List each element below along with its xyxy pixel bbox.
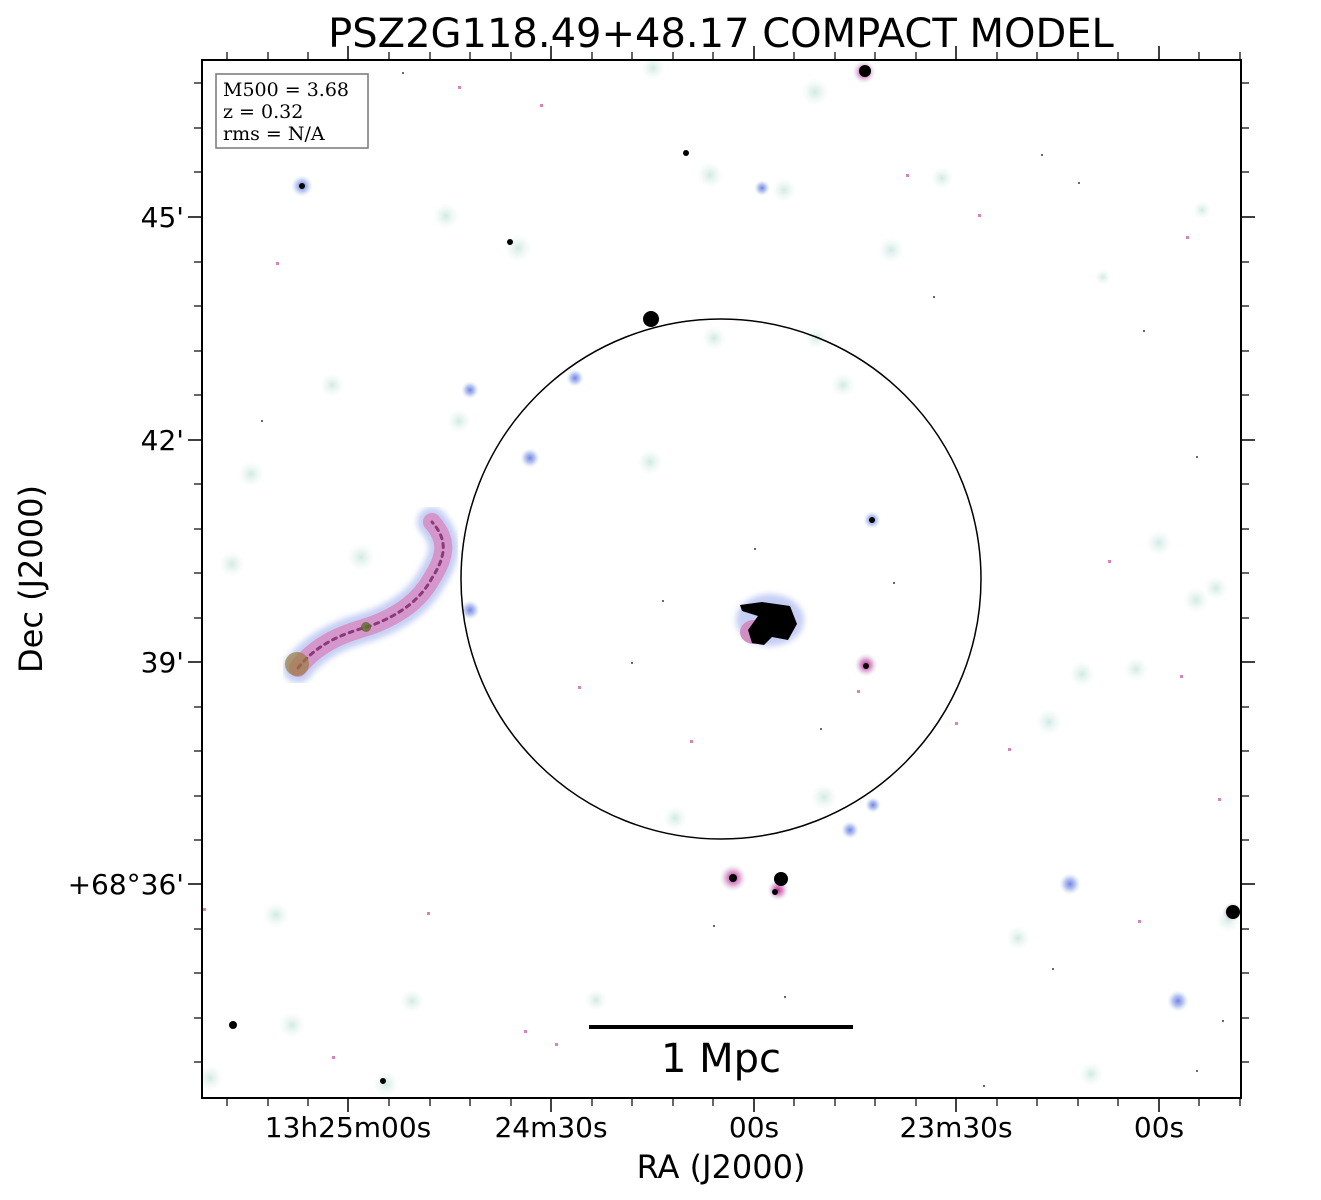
y-axis-label: Dec (J2000) [12, 485, 50, 673]
x-tick-label: 24m30s [494, 1111, 607, 1144]
x-axis-label: RA (J2000) [637, 1148, 806, 1186]
scale-bar-label: 1 Mpc [661, 1036, 781, 1082]
x-tick-label: 00s [1134, 1111, 1184, 1144]
x-minor-ticks [226, 52, 1241, 1106]
y-tick-labels: 45' 42' 39' +68°36' [68, 201, 184, 901]
x-tick-label: 13h25m00s [265, 1111, 432, 1144]
scale-bar: 1 Mpc [589, 1025, 853, 1082]
y-tick-label: 45' [141, 201, 184, 234]
info-box: M500 = 3.68 z = 0.32 rms = N/A [215, 73, 369, 149]
info-rms: rms = N/A [223, 123, 325, 145]
image-area [202, 60, 1241, 1097]
compact-sources [229, 65, 1240, 1084]
speckle-noise [203, 86, 1221, 1059]
y-minor-ticks [194, 82, 1249, 1063]
radio-tail-source [283, 507, 459, 683]
central-cluster-source [736, 594, 804, 646]
faint-halos [202, 60, 1240, 1097]
y-tick-label: +68°36' [68, 868, 184, 901]
x-major-ticks [347, 46, 1160, 1112]
y-major-ticks [188, 216, 1255, 885]
r500-circle [460, 318, 982, 840]
info-redshift: z = 0.32 [223, 101, 303, 123]
plot-frame [201, 59, 1242, 1099]
info-m500: M500 = 3.68 [223, 79, 349, 101]
x-tick-label: 23m30s [899, 1111, 1012, 1144]
plot-title: PSZ2G118.49+48.17 COMPACT MODEL [328, 11, 1114, 57]
x-tick-label: 00s [729, 1111, 779, 1144]
speckle-noise-dark [261, 72, 1224, 1087]
x-tick-labels: 13h25m00s 24m30s 00s 23m30s 00s [265, 1111, 1184, 1144]
y-tick-label: 42' [141, 424, 184, 457]
y-tick-label: 39' [141, 646, 184, 679]
